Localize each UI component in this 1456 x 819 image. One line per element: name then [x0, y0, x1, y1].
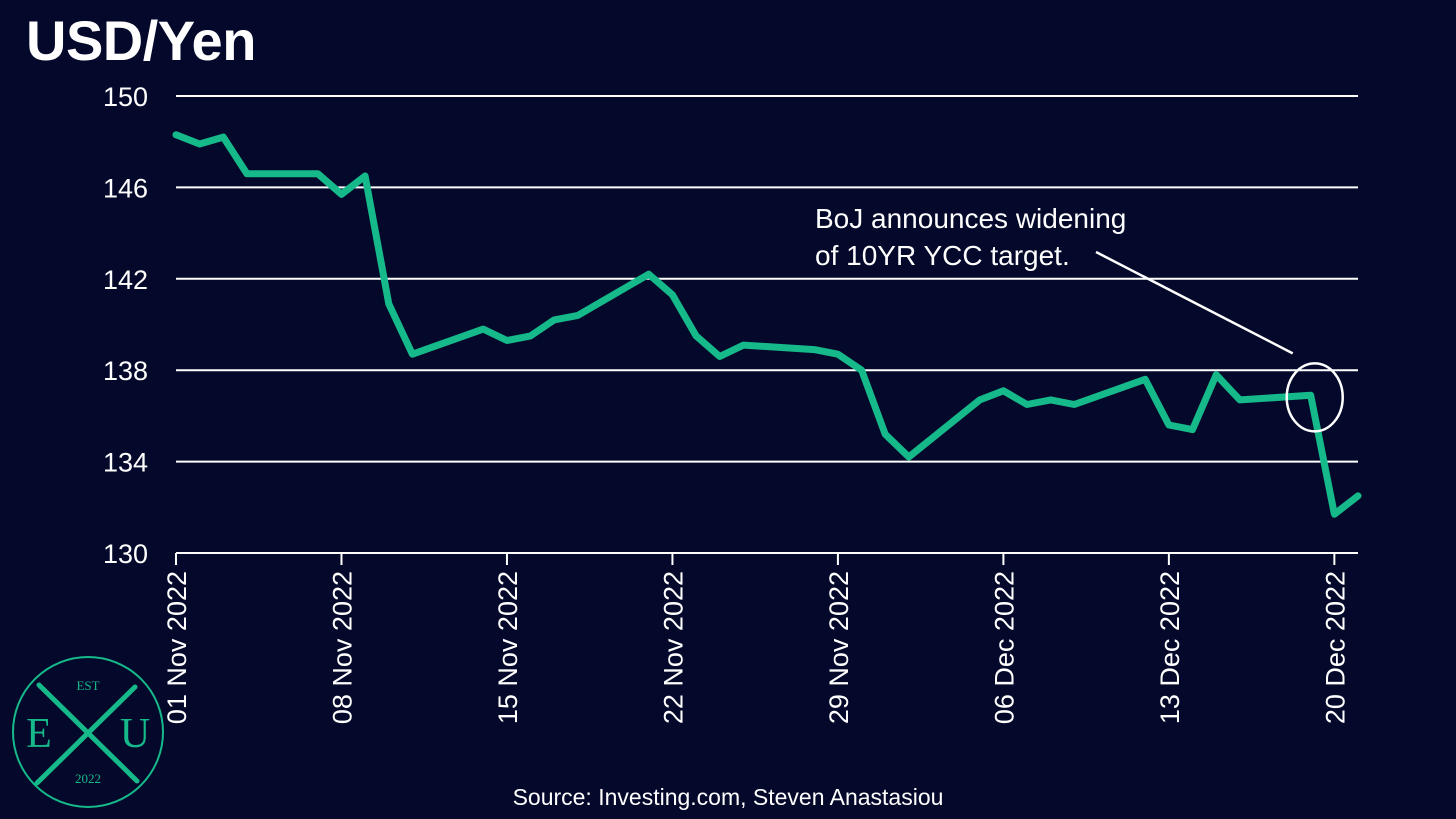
- x-axis-ticks: 01 Nov 2022 08 Nov 2022 15 Nov 2022 22 Nov …: [162, 553, 1350, 724]
- svg-text:2022: 2022: [75, 771, 101, 786]
- y-tick-label: 134: [103, 448, 148, 478]
- annotation-leader-line: [1095, 250, 1294, 355]
- series-layer: [172, 131, 1362, 518]
- x-tick-label: 06 Dec 2022: [989, 571, 1019, 724]
- annotation-text-line: of 10YR YCC target.: [815, 240, 1070, 271]
- y-tick-label: 142: [103, 265, 148, 295]
- chart-title: USD/Yen: [26, 9, 256, 72]
- grid-lines: [176, 95, 1358, 554]
- x-tick-label: 29 Nov 2022: [824, 571, 854, 724]
- x-tick-label: 20 Dec 2022: [1320, 571, 1350, 724]
- y-axis-ticks: 130 134 138 142 146 150: [103, 82, 148, 569]
- svg-text:E: E: [26, 711, 52, 757]
- x-tick-label: 15 Nov 2022: [493, 571, 523, 724]
- annotation-text-line: BoJ announces widening: [815, 203, 1126, 234]
- source-note: Source: Investing.com, Steven Anastasiou: [512, 784, 944, 810]
- annotation: BoJ announces widening of 10YR YCC target…: [815, 203, 1344, 433]
- y-tick-label: 150: [103, 82, 148, 112]
- x-tick-label: 22 Nov 2022: [658, 571, 688, 724]
- y-tick-label: 130: [103, 539, 148, 569]
- annotation-ellipse: [1285, 362, 1344, 433]
- y-tick-label: 146: [103, 173, 148, 203]
- x-tick-label: 08 Nov 2022: [327, 571, 357, 724]
- x-tick-label: 01 Nov 2022: [162, 571, 192, 724]
- series-line: [172, 131, 1362, 518]
- exu-logo: EST E U 2022: [12, 656, 164, 808]
- y-tick-label: 138: [103, 356, 148, 386]
- svg-text:EST: EST: [76, 678, 99, 693]
- svg-text:U: U: [120, 711, 150, 757]
- x-tick-label: 13 Dec 2022: [1155, 571, 1185, 724]
